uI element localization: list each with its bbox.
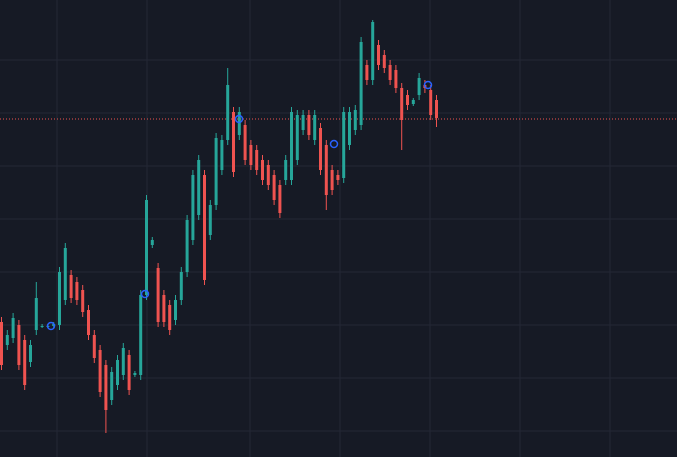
- candle-body: [226, 85, 230, 140]
- candle-body: [133, 373, 137, 375]
- candle-body: [23, 340, 27, 385]
- candle-body: [179, 272, 183, 300]
- candle-body: [214, 138, 218, 205]
- candle-body: [365, 65, 369, 80]
- candle-body: [359, 42, 363, 125]
- candle-body: [220, 140, 224, 170]
- candle-body: [127, 355, 131, 390]
- candle-body: [371, 22, 375, 80]
- candle-body: [156, 268, 160, 322]
- candle-body: [272, 175, 276, 200]
- candle-body: [406, 95, 409, 105]
- event-marker[interactable]: [46, 321, 56, 331]
- candle-body: [11, 318, 15, 338]
- candle-body: [87, 310, 90, 335]
- candle-body: [162, 295, 166, 322]
- candle-body: [116, 360, 119, 385]
- candle-body: [319, 128, 322, 170]
- candle-body: [435, 100, 438, 118]
- candle-body: [208, 205, 212, 235]
- candle-body: [75, 282, 79, 300]
- candle-body: [185, 220, 189, 272]
- candle-body: [40, 326, 44, 327]
- candle-body: [261, 160, 264, 180]
- event-marker[interactable]: [140, 289, 150, 299]
- candle-body: [203, 175, 206, 280]
- candle-body: [394, 70, 398, 88]
- candle-body: [139, 295, 143, 375]
- candle-body: [411, 100, 415, 104]
- candle-body: [121, 348, 125, 375]
- event-marker[interactable]: [423, 80, 433, 90]
- event-marker[interactable]: [234, 114, 244, 124]
- candle-body: [232, 112, 235, 172]
- candle-body: [417, 78, 421, 95]
- candle-body: [81, 290, 85, 312]
- candle-body: [324, 145, 328, 195]
- candle-body: [69, 275, 73, 298]
- candle-body: [295, 115, 299, 160]
- candle-body: [255, 150, 259, 170]
- event-marker[interactable]: [329, 139, 339, 149]
- candle-body: [5, 335, 9, 345]
- candle-body: [191, 175, 195, 240]
- candle-body: [400, 88, 404, 120]
- candle-body: [197, 160, 201, 215]
- candle-body: [313, 115, 317, 140]
- candle-body: [429, 90, 433, 115]
- candle-body: [98, 350, 102, 392]
- candle-body: [110, 372, 114, 400]
- candle-body: [307, 115, 311, 135]
- candle-body: [330, 170, 334, 190]
- candle-body: [145, 200, 148, 295]
- candle-body: [168, 305, 172, 330]
- candle-body: [17, 325, 21, 365]
- candle-body: [342, 112, 346, 178]
- candle-body: [266, 165, 270, 185]
- candle-body: [336, 175, 340, 180]
- candle-body: [348, 112, 351, 145]
- candle-body: [34, 298, 38, 330]
- candle-body: [249, 145, 253, 165]
- candle-body: [243, 125, 247, 160]
- candle-body: [63, 248, 67, 300]
- candle-body: [382, 55, 386, 68]
- candle-body: [237, 112, 241, 135]
- candle-body: [150, 240, 154, 245]
- candles: [0, 20, 438, 433]
- candle-body: [284, 160, 288, 180]
- markers: [46, 80, 433, 331]
- candle-body: [92, 335, 96, 358]
- candle-body: [29, 345, 32, 362]
- candle-body: [174, 300, 177, 320]
- candle-body: [377, 45, 380, 65]
- candle-body: [353, 110, 357, 130]
- candle-body: [0, 322, 3, 365]
- candle-body: [278, 185, 282, 213]
- candle-body: [388, 65, 392, 80]
- candle-body: [290, 112, 293, 180]
- candle-body: [301, 115, 305, 130]
- candle-body: [104, 365, 108, 410]
- candle-body: [58, 272, 61, 325]
